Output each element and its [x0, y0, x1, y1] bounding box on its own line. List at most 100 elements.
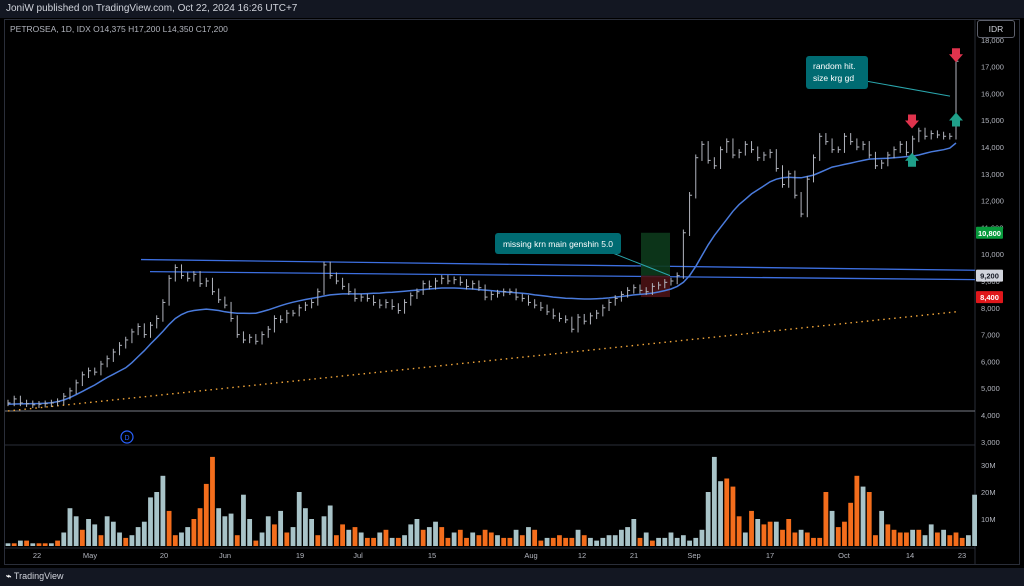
time-tick-label: 22 — [33, 551, 41, 560]
volume-bar — [433, 521, 438, 546]
volume-bar — [98, 535, 104, 546]
volume-bar — [662, 537, 668, 546]
volume-bar — [767, 521, 773, 546]
volume-bar — [377, 532, 383, 546]
volume-bar — [922, 535, 928, 546]
ma20-line — [7, 142, 957, 406]
volume-bar — [439, 527, 445, 546]
volume-bar — [581, 535, 587, 546]
volume-bar — [842, 521, 847, 546]
volume-bar — [185, 527, 191, 546]
time-tick-label: Jul — [353, 551, 363, 560]
volume-bar — [575, 529, 581, 546]
volume-bar — [228, 513, 234, 546]
price-tick-label: 16,000 — [981, 89, 1004, 98]
callout-2-box — [806, 56, 868, 89]
volume-bar — [104, 516, 110, 546]
volume-bar — [154, 492, 160, 546]
volume-bar — [755, 519, 761, 546]
buy-arrow-up-icon — [949, 112, 963, 127]
volume-bar — [538, 540, 544, 546]
volume-bar — [55, 540, 60, 546]
publisher-text: JoniW published on TradingView.com, Oct … — [6, 3, 298, 14]
event-marker-label: D — [124, 435, 129, 442]
volume-bar — [48, 543, 54, 546]
volume-bar — [705, 492, 711, 546]
symbol-info: PETROSEA, 1D, IDX O14,375 H17,200 L14,35… — [10, 24, 228, 34]
sell-arrow-down-icon — [949, 48, 963, 63]
callout-2-line-1: random hit. — [813, 61, 856, 71]
volume-bar — [234, 535, 240, 546]
volume-bar — [668, 532, 674, 546]
price-tag-label: 10,800 — [978, 229, 1001, 238]
callout-1-pointer — [604, 249, 671, 277]
volume-bar — [631, 519, 637, 546]
volume-bar — [272, 524, 277, 546]
volume-bar — [594, 540, 600, 546]
volume-bar — [371, 537, 376, 546]
volume-bar — [649, 540, 655, 546]
volume-bar — [265, 516, 271, 546]
tradingview-logo-text: TradingView — [13, 571, 64, 581]
volume-bar — [823, 492, 829, 546]
volume-bar — [340, 524, 345, 546]
volume-bar — [135, 527, 141, 546]
volume-bar — [210, 456, 215, 546]
volume-bar — [761, 524, 767, 546]
time-tick-label: 15 — [428, 551, 436, 560]
volume-bar — [92, 524, 98, 546]
volume-bar — [253, 540, 259, 546]
volume-bar — [792, 532, 798, 546]
volume-bar — [891, 529, 897, 546]
volume-bar — [160, 475, 166, 546]
price-tick-label: 8,000 — [981, 304, 1000, 313]
volume-bar — [904, 532, 909, 546]
volume-bar — [780, 529, 785, 546]
volume-bar — [61, 532, 67, 546]
volume-bar — [216, 508, 222, 546]
volume-bar — [296, 492, 302, 546]
volume-bar — [117, 532, 122, 546]
volume-bar — [588, 537, 593, 546]
volume-bar — [873, 535, 878, 546]
price-tick-label: 10,000 — [981, 250, 1004, 259]
volume-bar — [395, 537, 401, 546]
volume-bar — [941, 529, 947, 546]
volume-bar — [947, 535, 953, 546]
volume-bar — [414, 519, 420, 546]
callout-1-box — [495, 233, 621, 254]
time-tick-label: 21 — [630, 551, 638, 560]
volume-bar — [736, 516, 742, 546]
volume-bar — [897, 532, 903, 546]
time-tick-label: May — [83, 551, 97, 560]
trendline-upper — [140, 258, 976, 271]
price-tag-bg — [976, 291, 1003, 304]
volume-bar — [860, 486, 866, 546]
volume-bar — [972, 494, 977, 546]
volume-tick-label: 10M — [981, 515, 996, 524]
volume-bar — [625, 527, 631, 546]
currency-button[interactable]: IDR — [977, 20, 1015, 38]
volume-tick-label: 20M — [981, 488, 996, 497]
volume-bar — [835, 527, 841, 546]
time-tick-label: 12 — [578, 551, 586, 560]
volume-bar — [935, 532, 940, 546]
volume-bar — [321, 516, 327, 546]
volume-bar — [724, 478, 730, 546]
volume-bar — [928, 524, 934, 546]
top-bar: JoniW published on TradingView.com, Oct … — [0, 0, 1024, 18]
volume-bar — [656, 537, 661, 546]
volume-bar — [172, 535, 178, 546]
sell-arrow-down-icon — [905, 114, 919, 129]
volume-bar — [916, 529, 922, 546]
callout-2-pointer — [859, 79, 951, 97]
volume-bar — [786, 519, 792, 546]
volume-bar — [352, 527, 358, 546]
trendline-lower — [149, 270, 976, 281]
price-tick-label: 6,000 — [981, 357, 1000, 366]
volume-bar — [959, 537, 965, 546]
volume-bar — [848, 502, 854, 546]
volume-bar — [259, 532, 265, 546]
volume-bar — [879, 510, 885, 546]
